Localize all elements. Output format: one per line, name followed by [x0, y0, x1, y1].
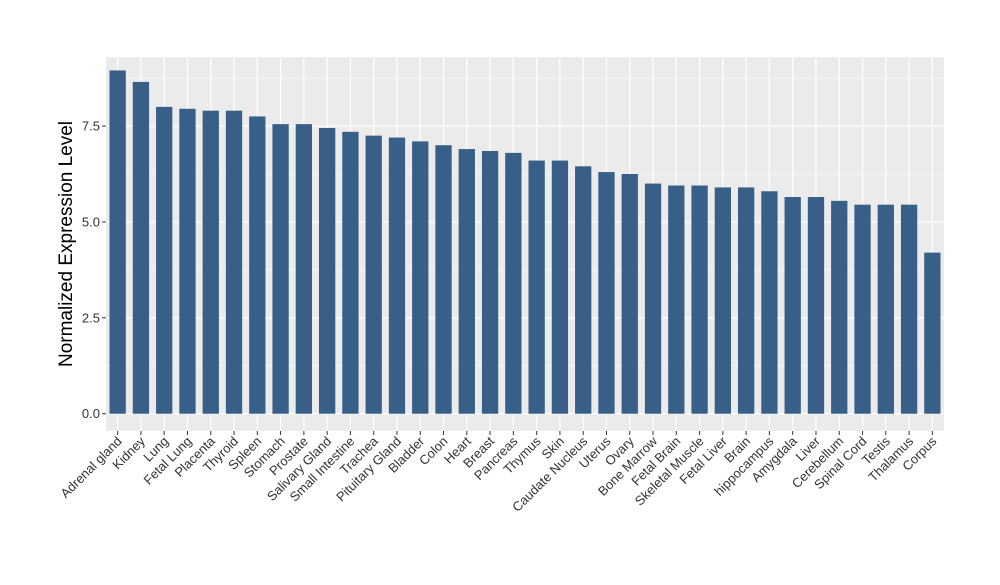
y-tick-label: 2.5 [82, 310, 100, 325]
bar [784, 197, 801, 414]
bar [249, 116, 266, 414]
bar [621, 173, 638, 414]
bar [644, 183, 662, 414]
plot-panel [106, 57, 944, 431]
bar [388, 137, 406, 414]
bar [714, 187, 732, 414]
bar [109, 70, 126, 414]
y-tick-label: 7.5 [82, 119, 100, 134]
bar [179, 108, 196, 414]
bar [528, 160, 545, 414]
y-tick-label: 0.0 [82, 406, 100, 421]
bar [365, 135, 382, 414]
bars [109, 70, 941, 414]
bar [761, 191, 778, 414]
bar [272, 124, 289, 414]
bar [691, 185, 708, 414]
bar [900, 204, 918, 414]
bar [831, 200, 848, 414]
bar [924, 252, 941, 414]
y-axis: 0.0 2.5 5.0 7.5 [82, 119, 106, 421]
y-axis-label: Normalized Expression Level [56, 121, 77, 367]
bar [854, 204, 871, 414]
bar [156, 106, 173, 414]
bar [202, 110, 219, 414]
bar [668, 185, 685, 414]
bar [132, 81, 150, 414]
bar [877, 204, 894, 414]
bar [481, 150, 499, 414]
bar [598, 172, 615, 414]
bar [737, 187, 755, 414]
bar [575, 166, 592, 414]
minor-gridlines [106, 77, 944, 367]
bar [295, 124, 313, 414]
bar [318, 127, 336, 414]
bar [412, 141, 429, 414]
bar [225, 110, 243, 414]
bar [505, 152, 522, 414]
bar [342, 131, 359, 414]
bar [435, 145, 452, 414]
bar [458, 149, 475, 414]
bar [807, 197, 825, 414]
y-tick-label: 5.0 [82, 214, 100, 229]
bar [551, 160, 569, 414]
